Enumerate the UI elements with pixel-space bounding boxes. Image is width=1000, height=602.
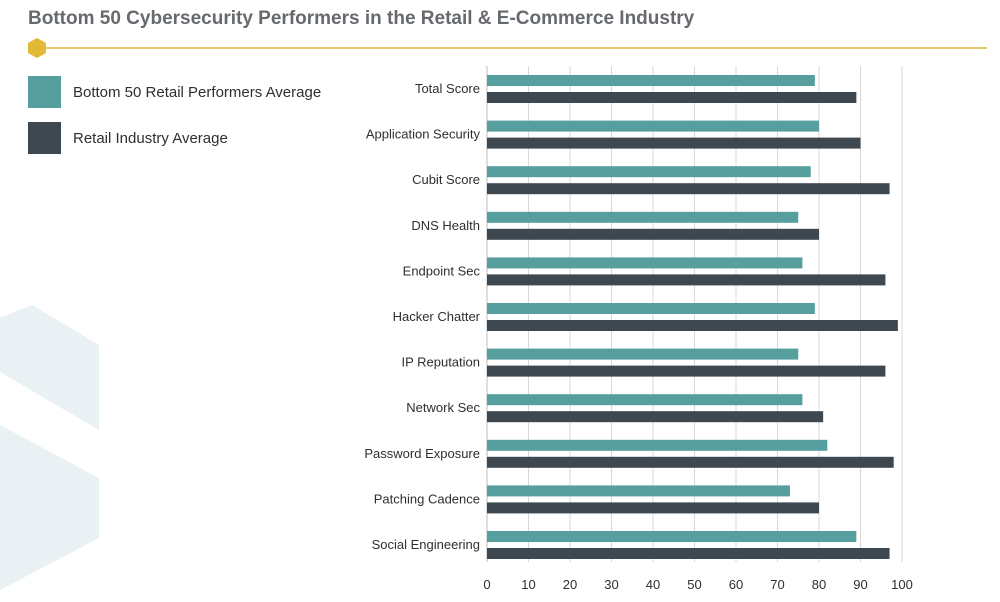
tick-label-x-20: 20 bbox=[563, 577, 577, 592]
tick-label-x-70: 70 bbox=[770, 577, 784, 592]
hexagon-icon bbox=[28, 38, 46, 58]
legend-item-series1: Bottom 50 Retail Performers Average bbox=[28, 76, 321, 108]
bar-series2-2 bbox=[487, 183, 890, 195]
bar-series1-3 bbox=[487, 211, 799, 223]
tick-label-x-0: 0 bbox=[483, 577, 490, 592]
bar-series2-1 bbox=[487, 137, 861, 149]
category-label-3: DNS Health bbox=[411, 218, 480, 233]
category-label-2: Cubit Score bbox=[412, 172, 480, 187]
category-label-9: Patching Cadence bbox=[374, 491, 480, 506]
tick-label-x-60: 60 bbox=[729, 577, 743, 592]
chart-title: Bottom 50 Cybersecurity Performers in th… bbox=[28, 8, 695, 29]
bar-series2-3 bbox=[487, 228, 819, 240]
tick-label-x-100: 100 bbox=[891, 577, 913, 592]
tick-label-x-80: 80 bbox=[812, 577, 826, 592]
tick-label-x-30: 30 bbox=[604, 577, 618, 592]
bar-series2-6 bbox=[487, 365, 886, 377]
bar-series1-1 bbox=[487, 120, 819, 132]
tick-label-x-40: 40 bbox=[646, 577, 660, 592]
category-label-8: Password Exposure bbox=[364, 446, 480, 461]
legend-label-series2: Retail Industry Average bbox=[73, 129, 228, 147]
legend-swatch-series1 bbox=[28, 76, 61, 108]
bar-series1-6 bbox=[487, 348, 799, 360]
bar-series2-8 bbox=[487, 456, 894, 468]
bar-series1-2 bbox=[487, 166, 811, 178]
legend-item-series2: Retail Industry Average bbox=[28, 122, 321, 154]
bar-series1-0 bbox=[487, 75, 815, 86]
category-label-4: Endpoint Sec bbox=[403, 263, 481, 278]
category-label-6: IP Reputation bbox=[401, 355, 480, 370]
category-label-0: Total Score bbox=[415, 81, 480, 96]
bar-series1-10 bbox=[487, 531, 857, 542]
legend-swatch-series2 bbox=[28, 122, 61, 154]
tick-label-x-50: 50 bbox=[687, 577, 701, 592]
watermark-logo-lower bbox=[0, 425, 99, 590]
legend: Bottom 50 Retail Performers Average Reta… bbox=[28, 76, 321, 168]
category-label-5: Hacker Chatter bbox=[393, 309, 481, 324]
bar-series1-4 bbox=[487, 257, 803, 269]
legend-label-series1: Bottom 50 Retail Performers Average bbox=[73, 83, 322, 101]
bar-series2-0 bbox=[487, 92, 857, 103]
bar-series2-5 bbox=[487, 320, 898, 331]
bar-series1-8 bbox=[487, 439, 828, 451]
bars-layer bbox=[487, 75, 898, 559]
bar-series2-10 bbox=[487, 548, 890, 559]
bar-series2-9 bbox=[487, 502, 819, 514]
bar-series2-4 bbox=[487, 274, 886, 286]
bar-series2-7 bbox=[487, 411, 824, 423]
bar-series1-9 bbox=[487, 485, 790, 497]
category-label-1: Application Security bbox=[366, 127, 481, 142]
bar-series1-7 bbox=[487, 394, 803, 406]
tick-label-x-10: 10 bbox=[521, 577, 535, 592]
labels-layer: 0 10 20 30 40 50 60 70 80 90 100 Total Score Applica… bbox=[364, 81, 912, 592]
tick-label-x-90: 90 bbox=[853, 577, 867, 592]
watermark-logo-upper bbox=[0, 305, 99, 430]
category-label-10: Social Engineering bbox=[372, 537, 480, 552]
category-label-7: Network Sec bbox=[406, 400, 480, 415]
bar-series1-5 bbox=[487, 303, 815, 314]
